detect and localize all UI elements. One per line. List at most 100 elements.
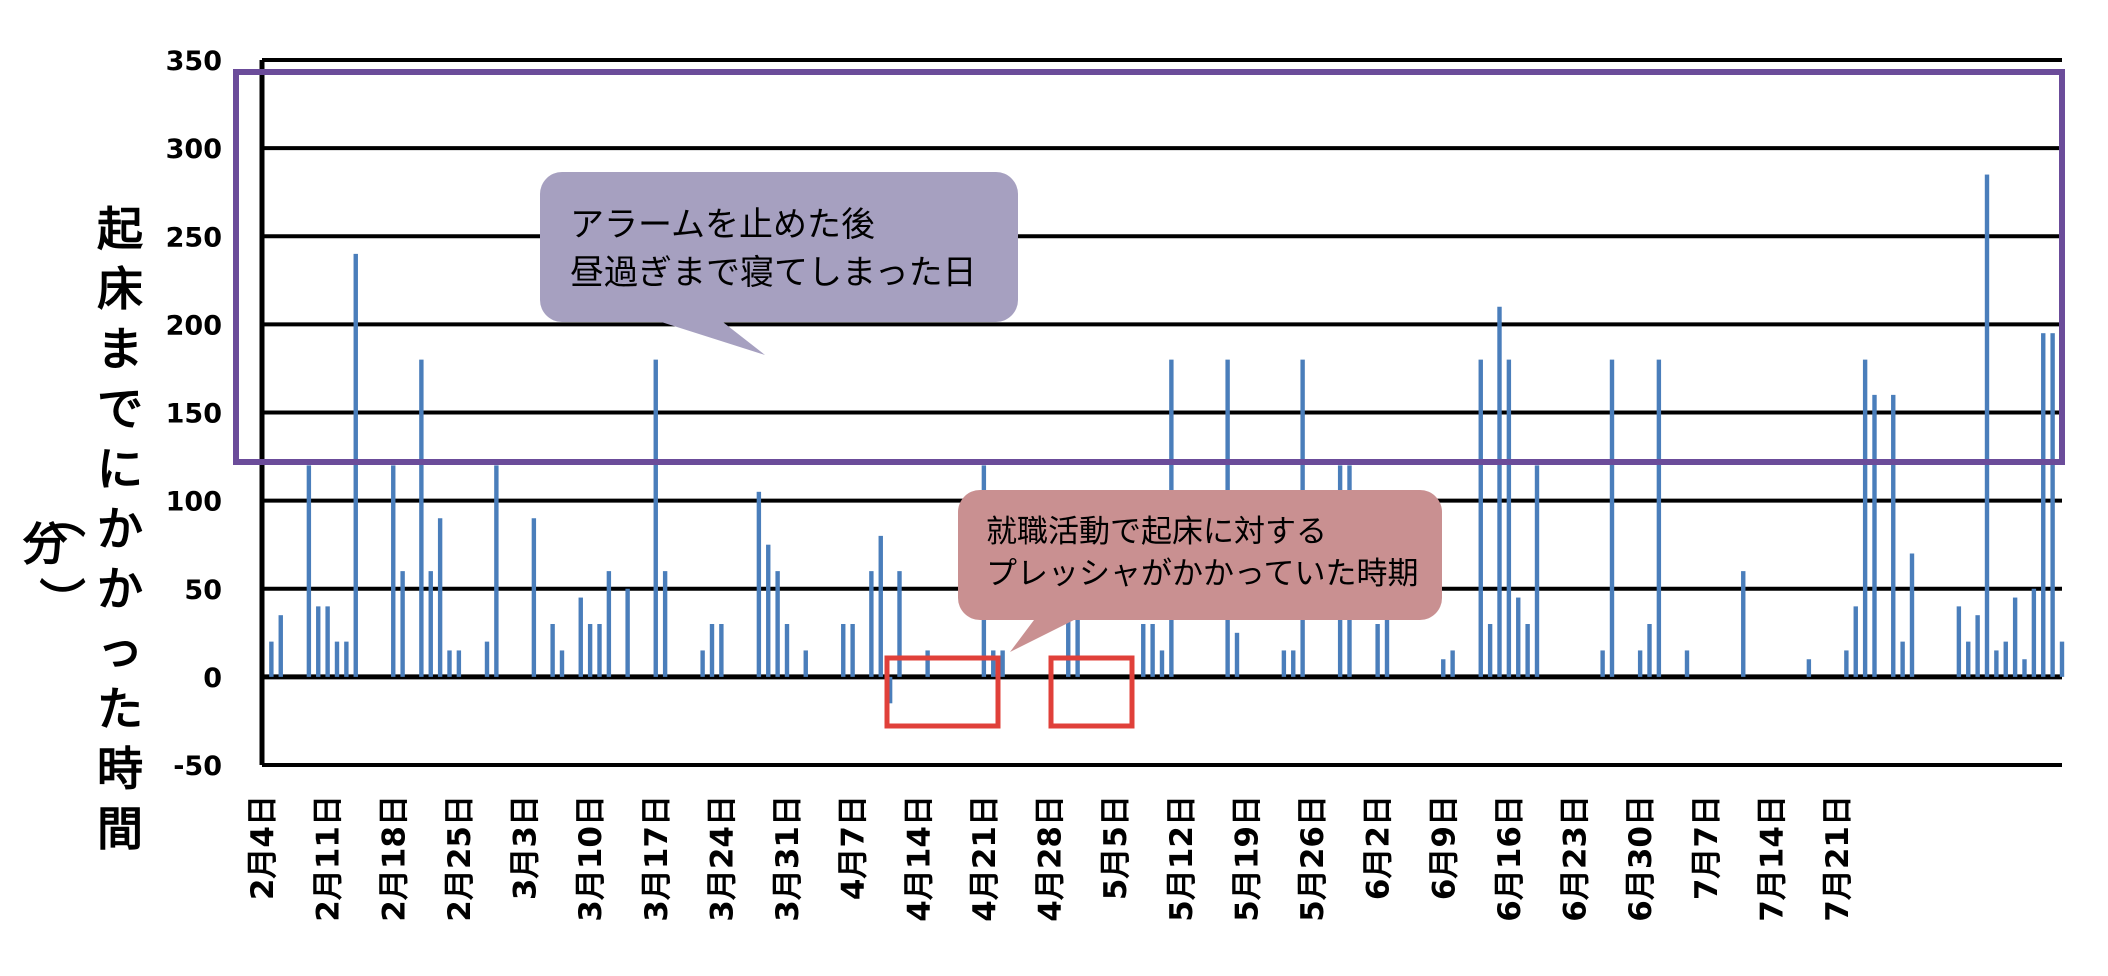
y-axis-label-paren: （ xyxy=(34,492,88,538)
bar xyxy=(344,641,349,677)
bar xyxy=(1909,553,1915,677)
bar xyxy=(1159,650,1165,677)
bar xyxy=(559,650,565,677)
x-tick-label: 3月10日 xyxy=(573,795,609,922)
purple-callout-line1: アラームを止めた後 xyxy=(570,205,875,245)
pink-callout-pointer xyxy=(1010,612,1090,652)
x-tick-label: 6月23日 xyxy=(1558,795,1594,922)
y-axis-label-char: か xyxy=(97,502,143,556)
bar xyxy=(1150,624,1155,677)
x-tick-label: 4月14日 xyxy=(901,795,937,922)
bar xyxy=(991,650,996,677)
highlight-frame-purple xyxy=(233,69,2065,465)
bar xyxy=(400,571,405,677)
bar xyxy=(1853,606,1858,677)
y-axis-label-char: 起 xyxy=(97,202,144,256)
x-tick-label: 4月28日 xyxy=(1033,795,1069,922)
bar xyxy=(456,650,462,677)
bar xyxy=(316,606,321,677)
bar xyxy=(578,597,583,677)
bar xyxy=(653,359,658,677)
purple-callout: アラームを止めた後 昼過ぎまで寝てしまった日 xyxy=(540,172,1018,355)
x-tick-label: 3月3日 xyxy=(508,795,544,900)
x-tick-label: 2月25日 xyxy=(442,795,478,922)
bar xyxy=(1956,606,1962,677)
x-tick-label: 3月17日 xyxy=(639,795,675,922)
bar xyxy=(887,676,893,704)
bar xyxy=(447,650,452,677)
x-tick-label: 4月7日 xyxy=(836,795,872,900)
y-tick-label: 0 xyxy=(203,663,222,694)
bar xyxy=(1478,359,1483,677)
pink-callout-line2: プレッシャがかかっていた時期 xyxy=(986,556,1418,592)
bar xyxy=(1234,632,1240,677)
bar xyxy=(925,650,930,677)
bar xyxy=(850,624,855,677)
bar xyxy=(1872,394,1877,677)
y-axis-label-paren: ） xyxy=(34,577,88,623)
bar xyxy=(391,465,396,677)
y-tick-label: 250 xyxy=(166,222,222,253)
bar xyxy=(1656,359,1662,677)
bar xyxy=(897,571,902,677)
x-tick-label: 5月5日 xyxy=(1098,795,1134,900)
x-tick-label: 2月11日 xyxy=(311,795,347,922)
x-tick-label: 3月24日 xyxy=(704,795,740,922)
bar xyxy=(2031,588,2037,677)
x-tick-label: 5月19日 xyxy=(1229,795,1265,922)
bar xyxy=(841,624,846,677)
y-axis-label-unit: 分 xyxy=(22,517,68,571)
y-axis-label-char: で xyxy=(97,382,143,436)
bar xyxy=(606,571,612,677)
x-tick-label: 7月14日 xyxy=(1754,795,1790,922)
y-tick-labels: 350 300 250 200 150 100 50 0 -50 xyxy=(166,46,222,782)
bar xyxy=(1075,597,1080,677)
y-tick-label: 50 xyxy=(184,575,222,606)
bar xyxy=(2012,597,2018,677)
bar xyxy=(2050,333,2055,677)
bar xyxy=(1994,650,1999,677)
bar xyxy=(494,465,499,677)
bar xyxy=(1966,641,1971,677)
bar xyxy=(1441,659,1446,677)
x-tick-label: 2月18日 xyxy=(376,795,412,922)
bar xyxy=(1637,650,1643,677)
bar xyxy=(1291,650,1296,677)
x-tick-label: 4月21日 xyxy=(967,795,1003,922)
x-tick-label: 5月26日 xyxy=(1295,795,1331,922)
bar xyxy=(662,571,668,677)
bar xyxy=(1375,624,1380,677)
y-axis-label-char: 床 xyxy=(97,262,143,316)
y-axis-label-char: た xyxy=(97,682,143,736)
x-tick-label: 6月9日 xyxy=(1426,795,1462,900)
bar xyxy=(1684,650,1690,677)
bar xyxy=(1384,571,1390,677)
bar xyxy=(1844,650,1849,677)
bar xyxy=(1975,615,1980,677)
y-axis-label-char: か xyxy=(97,562,143,616)
bar xyxy=(278,615,283,677)
y-axis-label-char: ま xyxy=(97,322,143,376)
y-axis-label: 起 床 ま で に か か っ た 時 間 （ 分 ） xyxy=(22,202,144,856)
y-tick-label: 300 xyxy=(166,134,222,165)
bar xyxy=(709,624,715,677)
bar xyxy=(719,624,724,677)
bar xyxy=(784,624,790,677)
x-tick-label: 6月16日 xyxy=(1492,795,1528,922)
bar xyxy=(878,535,883,677)
bar xyxy=(1000,650,1005,677)
bar xyxy=(1647,624,1652,677)
bar xyxy=(419,359,424,677)
x-tick-labels: 2月4日 2月11日 2月18日 2月25日 3月3日 3月10日 3月17日 3月24日 3月… xyxy=(245,795,1856,922)
x-tick-label: 6月2日 xyxy=(1361,795,1397,900)
bar xyxy=(1891,394,1896,677)
bar xyxy=(1984,174,1990,677)
x-tick-label: 6月30日 xyxy=(1623,795,1659,922)
bar xyxy=(306,465,312,677)
y-tick-label: 350 xyxy=(166,46,222,77)
x-tick-label: 7月21日 xyxy=(1820,795,1856,922)
y-tick-label: -50 xyxy=(173,751,222,782)
bar xyxy=(597,624,602,677)
bar xyxy=(700,650,705,677)
bar xyxy=(775,571,780,677)
